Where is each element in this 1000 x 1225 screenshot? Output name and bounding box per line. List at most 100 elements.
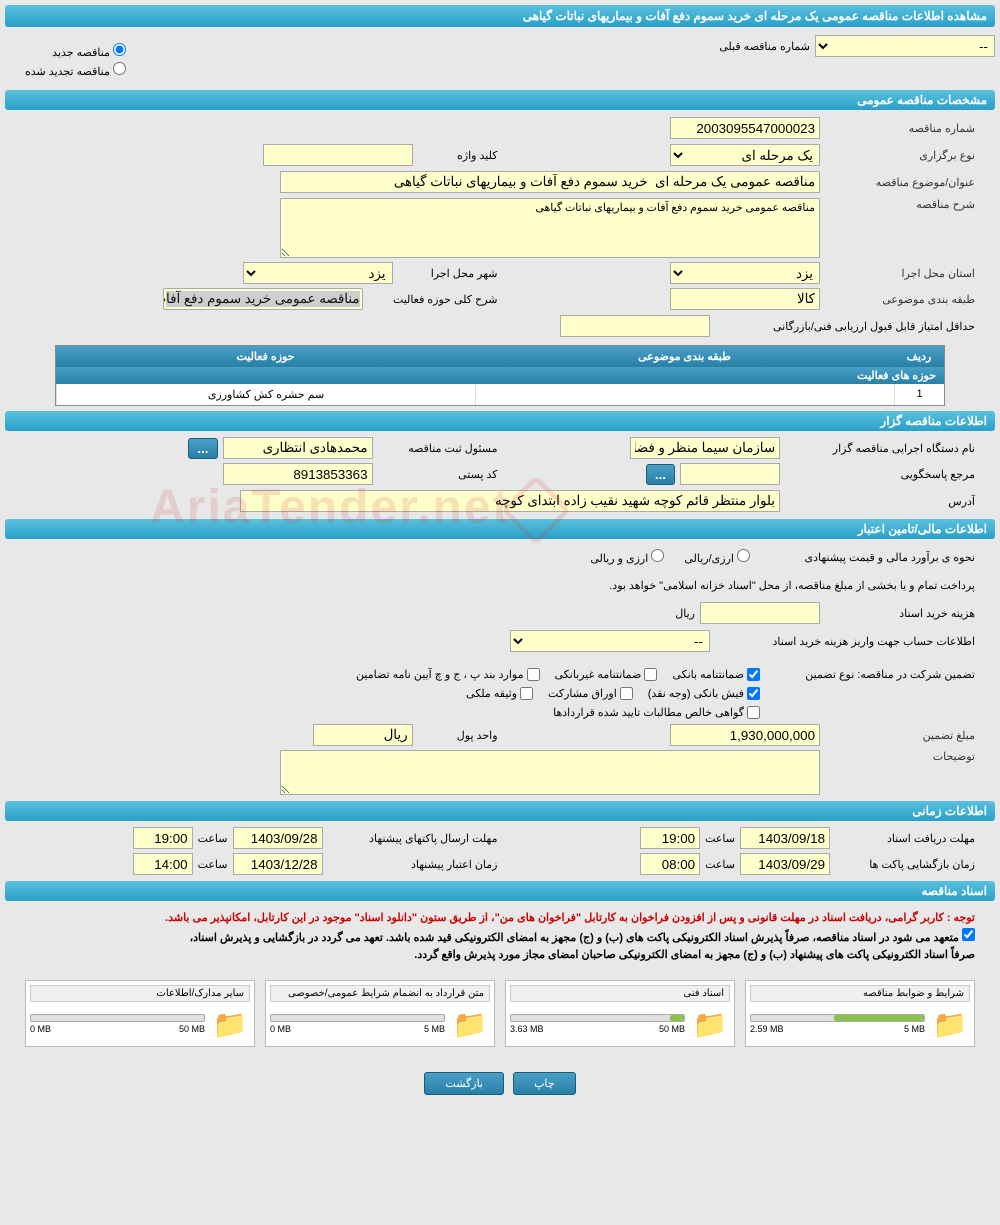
- submit-deadline-time[interactable]: [133, 827, 193, 849]
- doc-title: سایر مدارک/اطلاعات: [30, 985, 250, 1002]
- doc-title: شرایط و ضوابط مناقصه: [750, 985, 970, 1002]
- receive-deadline-label: مهلت دریافت اسناد: [835, 832, 975, 845]
- table-title: حوزه های فعالیت: [56, 367, 944, 384]
- activity-table: ردیف طبقه بندی موضوعی حوزه فعالیت حوزه ه…: [55, 345, 945, 406]
- doc-fee-label: هزینه خرید اسناد: [825, 607, 975, 620]
- org-name-input[interactable]: [630, 437, 780, 459]
- hold-type-label: نوع برگزاری: [825, 149, 975, 162]
- min-score-input[interactable]: [560, 315, 710, 337]
- receive-deadline-time[interactable]: [640, 827, 700, 849]
- address-input[interactable]: [240, 490, 780, 512]
- validity-time-hour[interactable]: [133, 853, 193, 875]
- activity-desc-label: شرح کلی حوزه فعالیت: [368, 293, 498, 306]
- receive-deadline-date[interactable]: [740, 827, 830, 849]
- respond-ref-label: مرجع پاسخگویی: [785, 468, 975, 481]
- tender-number-label: شماره مناقصه: [825, 122, 975, 135]
- th-row: ردیف: [894, 346, 944, 367]
- respond-ref-input[interactable]: [680, 463, 780, 485]
- address-label: آدرس: [785, 495, 975, 508]
- guarantee-type-label: تضمین شرکت در مناقصه: نوع تضمین: [775, 668, 975, 681]
- radio-new-tender[interactable]: مناقصه جدید: [25, 43, 126, 59]
- registrar-input[interactable]: [223, 437, 373, 459]
- cb-nonbank[interactable]: ضمانتنامه غیربانکی: [555, 668, 658, 681]
- receive-time-label: ساعت: [705, 832, 735, 845]
- category-input[interactable]: [670, 288, 820, 310]
- table-row: 1 سم حشره کش کشاورزی: [56, 384, 944, 405]
- cb-property[interactable]: وثیقه ملکی: [466, 687, 533, 700]
- postal-code-input[interactable]: [223, 463, 373, 485]
- folder-icon: 📁: [690, 1007, 730, 1042]
- prev-tender-select[interactable]: --: [815, 35, 995, 57]
- document-item[interactable]: سایر مدارک/اطلاعات 📁 0 MB50 MB: [25, 980, 255, 1047]
- print-button[interactable]: چاپ: [513, 1072, 576, 1095]
- keyword-label: کلید واژه: [418, 149, 498, 162]
- activity-desc-select[interactable]: مناقصه عمومی خرید سموم دفع آفات و: [163, 288, 363, 310]
- keyword-input[interactable]: [263, 144, 413, 166]
- folder-icon: 📁: [210, 1007, 250, 1042]
- doc-fee-unit: ریال: [675, 607, 695, 620]
- doc-fee-input[interactable]: [700, 602, 820, 624]
- cb-shares[interactable]: اوراق مشارکت: [548, 687, 633, 700]
- subject-input[interactable]: [280, 171, 820, 193]
- province-select[interactable]: یزد: [670, 262, 820, 284]
- postal-code-label: کد پستی: [378, 468, 498, 481]
- notice-black2: صرفاً اسناد الکترونیکی پاکت های پیشنهاد …: [414, 949, 975, 961]
- description-textarea[interactable]: مناقصه عمومی خرید سموم دفع آفات و بیماری…: [280, 198, 820, 258]
- validity-hour-label: ساعت: [198, 858, 228, 871]
- commit-checkbox[interactable]: [962, 928, 975, 941]
- validity-time-date[interactable]: [233, 853, 323, 875]
- radio-fx[interactable]: ارزی/ریالی: [684, 549, 750, 565]
- section-organizer: اطلاعات مناقصه گزار: [5, 411, 995, 431]
- cb-cert[interactable]: گواهی خالص مطالبات تایید شده قراردادها: [553, 706, 760, 719]
- doc-title: متن قرارداد به انضمام شرایط عمومی/خصوصی: [270, 985, 490, 1002]
- currency-unit-label: واحد پول: [418, 729, 498, 742]
- cb-bank[interactable]: ضمانتنامه بانکی: [672, 668, 760, 681]
- notice-black1: متعهد می شود در اسناد مناقصه، صرفاً پذیر…: [190, 932, 959, 944]
- notes-textarea[interactable]: [280, 750, 820, 795]
- registrar-label: مسئول ثبت مناقصه: [378, 442, 498, 455]
- document-item[interactable]: اسناد فنی 📁 3.63 MB50 MB: [505, 980, 735, 1047]
- open-time-date[interactable]: [740, 853, 830, 875]
- city-select[interactable]: یزد: [243, 262, 393, 284]
- min-score-label: حداقل امتیاز قابل قبول ارزیابی فنی/بازرگ…: [715, 320, 975, 333]
- document-item[interactable]: متن قرارداد به انضمام شرایط عمومی/خصوصی …: [265, 980, 495, 1047]
- submit-deadline-label: مهلت ارسال پاکتهای پیشنهاد: [328, 832, 498, 845]
- subject-label: عنوان/موضوع مناقصه: [825, 176, 975, 189]
- doc-title: اسناد فنی: [510, 985, 730, 1002]
- radio-rial[interactable]: ارزی و ریالی: [590, 549, 664, 565]
- currency-unit-input[interactable]: [313, 724, 413, 746]
- open-time-hour[interactable]: [640, 853, 700, 875]
- prev-tender-label: شماره مناقصه قبلی: [719, 40, 810, 53]
- description-label: شرح مناقصه: [825, 198, 975, 211]
- province-label: استان محل اجرا: [825, 267, 975, 280]
- validity-time-label: زمان اعتبار پیشنهاد: [328, 858, 498, 871]
- page-title: مشاهده اطلاعات مناقصه عمومی یک مرحله ای …: [5, 5, 995, 27]
- section-general: مشخصات مناقصه عمومی: [5, 90, 995, 110]
- guarantee-amount-input[interactable]: [670, 724, 820, 746]
- open-time-hour-label: ساعت: [705, 858, 735, 871]
- cb-bylaw[interactable]: موارد بند پ ، ج و چ آیین نامه تضامین: [356, 668, 539, 681]
- category-label: طبقه بندی موضوعی: [825, 293, 975, 306]
- radio-renewed-tender[interactable]: مناقصه تجدید شده: [25, 62, 126, 78]
- deposit-account-select[interactable]: --: [510, 630, 710, 652]
- respond-ref-browse-button[interactable]: ...: [646, 464, 675, 485]
- document-item[interactable]: شرایط و ضوابط مناقصه 📁 2.59 MB5 MB: [745, 980, 975, 1047]
- cb-cash[interactable]: فیش بانکی (وجه نقد): [648, 687, 760, 700]
- open-time-label: زمان بازگشایی پاکت ها: [835, 858, 975, 871]
- hold-type-select[interactable]: یک مرحله ای: [670, 144, 820, 166]
- folder-icon: 📁: [450, 1007, 490, 1042]
- registrar-browse-button[interactable]: ...: [188, 438, 217, 459]
- th-activity: حوزه فعالیت: [56, 346, 475, 367]
- treasury-notice: پرداخت تمام و یا بخشی از مبلغ مناقصه، از…: [609, 579, 975, 592]
- section-docs: اسناد مناقصه: [5, 881, 995, 901]
- guarantee-amount-label: مبلغ تضمین: [825, 729, 975, 742]
- submit-deadline-date[interactable]: [233, 827, 323, 849]
- notes-label: توضیحات: [825, 750, 975, 763]
- tender-number-input[interactable]: [670, 117, 820, 139]
- back-button[interactable]: بازگشت: [424, 1072, 504, 1095]
- estimate-method-label: نحوه ی برآورد مالی و قیمت پیشنهادی: [755, 551, 975, 564]
- folder-icon: 📁: [930, 1007, 970, 1042]
- org-name-label: نام دستگاه اجرایی مناقصه گزار: [785, 442, 975, 455]
- section-time: اطلاعات زمانی: [5, 801, 995, 821]
- documents-grid: شرایط و ضوابط مناقصه 📁 2.59 MB5 MB اسناد…: [5, 970, 995, 1057]
